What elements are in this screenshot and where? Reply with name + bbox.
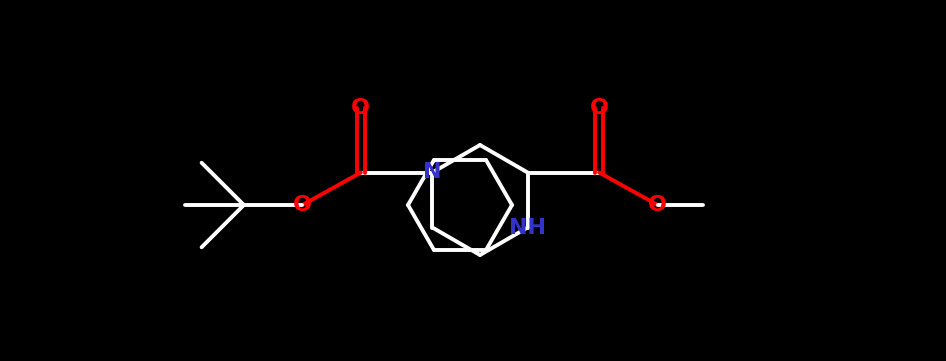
Text: O: O [293,195,312,215]
Text: O: O [351,97,371,117]
Text: O: O [648,195,667,215]
Text: N: N [423,162,442,183]
Text: NH: NH [509,217,546,238]
Text: O: O [589,97,608,117]
